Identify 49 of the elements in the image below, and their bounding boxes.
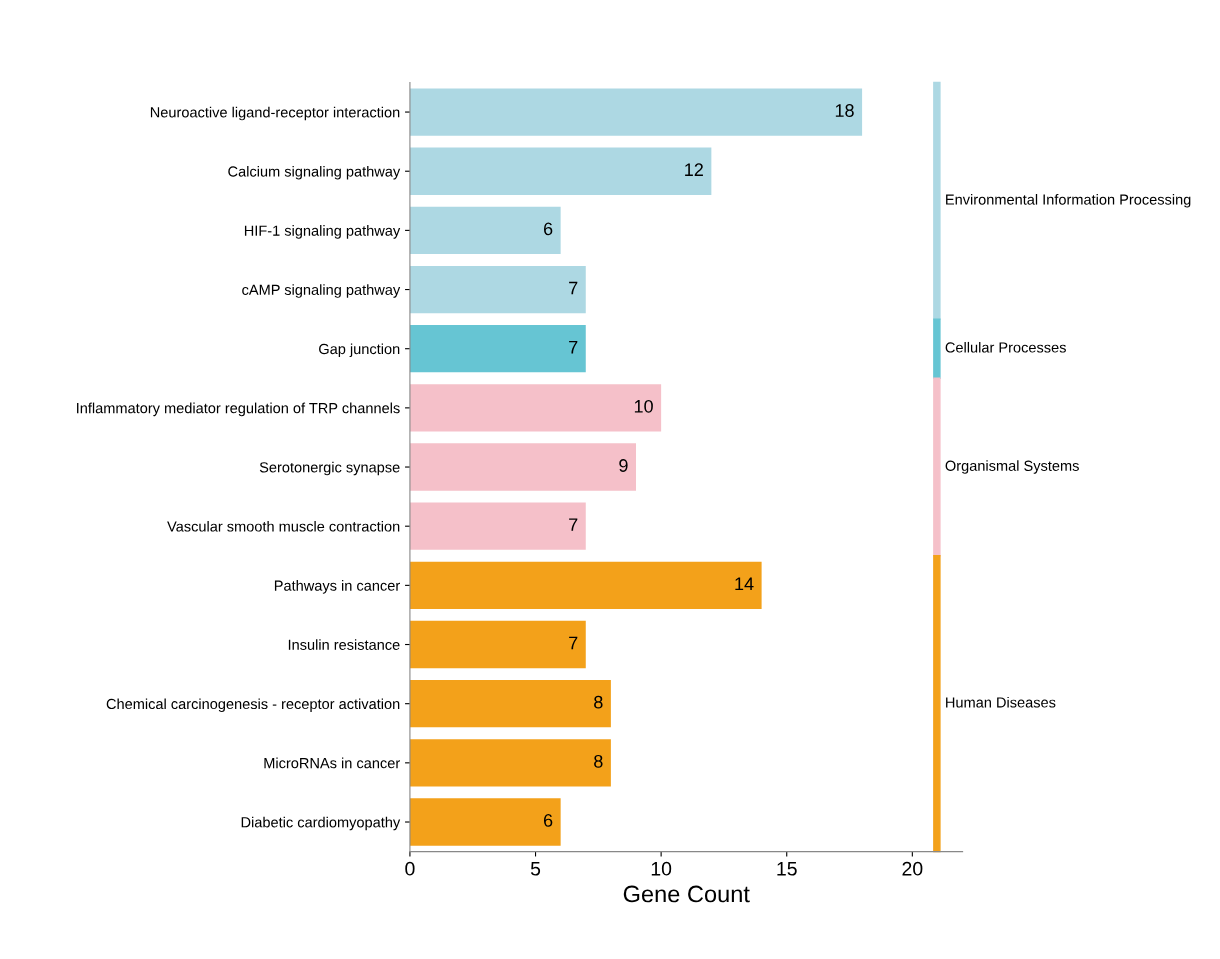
data-label: 9 <box>619 459 628 472</box>
y-tick-label: Insulin resistance <box>288 639 400 650</box>
x-axis-title: Gene Count <box>623 885 750 903</box>
data-label: 8 <box>594 695 603 709</box>
text: Cellular Processes <box>945 341 1066 353</box>
data-label: 8 <box>594 754 603 768</box>
data-label: 6 <box>543 814 553 827</box>
bar <box>409 325 586 373</box>
y-tick-label: Chemical carcinogenesis - receptor activation <box>106 698 400 712</box>
y-tick-label: Inflammatory mediator regulation of TRP channels <box>77 402 400 417</box>
y-tick-label: Neuroactive ligand-receptor interaction <box>150 106 400 121</box>
y-tick-label: Serotonergic synapse <box>259 461 400 476</box>
bar <box>409 443 637 491</box>
data-label: 10 <box>634 399 653 413</box>
x-tick-label: 20 <box>902 861 923 876</box>
data-label: 6 <box>543 222 553 236</box>
bar <box>409 88 863 136</box>
text: Environmental Information Processing <box>946 194 1191 208</box>
data-label: 14 <box>735 577 754 591</box>
x-tick-label: 5 <box>530 862 541 876</box>
data-label: 7 <box>569 636 578 650</box>
data-label: 7 <box>569 518 578 531</box>
bar <box>409 620 586 669</box>
x-tick-label: 10 <box>651 861 672 876</box>
bar <box>409 206 561 255</box>
bar <box>409 265 586 314</box>
y-tick-label: Calcium signaling pathway <box>228 165 401 180</box>
bar <box>409 561 762 610</box>
text: Human Diseases <box>946 696 1056 708</box>
x-tick-label: 0 <box>405 861 415 876</box>
y-tick-label: Pathways in cancer <box>274 580 400 594</box>
data-label: 12 <box>685 163 703 176</box>
x-tick-label: 15 <box>777 862 797 876</box>
bar <box>409 147 712 195</box>
bar <box>409 680 611 728</box>
y-tick-label: cAMP signaling pathway <box>242 284 401 298</box>
bar <box>409 502 586 550</box>
y-tick-label: Vascular smooth muscle contraction <box>167 520 400 532</box>
data-label: 18 <box>835 104 854 117</box>
y-tick-label: Diabetic cardiomyopathy <box>241 816 401 831</box>
data-label: 7 <box>569 281 578 295</box>
y-tick-label: MicroRNAs in cancer <box>264 757 400 769</box>
bar <box>409 384 662 432</box>
text: Organismal Systems <box>945 460 1079 474</box>
data-label: 7 <box>569 340 578 354</box>
bar <box>409 798 561 846</box>
y-tick-label: HIF-1 signaling pathway <box>244 225 401 239</box>
bar <box>409 739 611 787</box>
y-tick-label: Gap junction <box>319 343 400 358</box>
